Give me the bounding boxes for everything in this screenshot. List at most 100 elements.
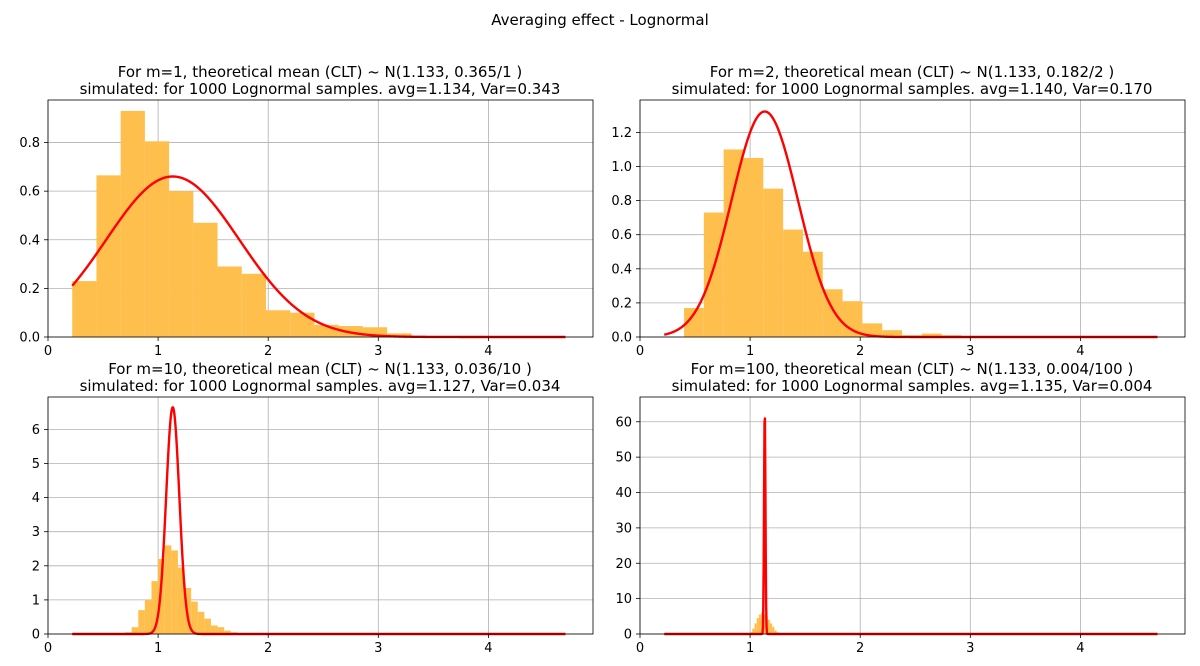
normal-curve-line — [663, 417, 1159, 636]
y-tick-label: 1.2 — [611, 126, 632, 141]
y-tick-label: 0.2 — [611, 296, 632, 311]
x-tick-label: 3 — [966, 344, 974, 359]
y-tick-label: 2 — [32, 559, 40, 574]
histogram-bar — [120, 110, 145, 337]
subplot-m2: For m=2, theoretical mean (CLT) ~ N(1.13… — [611, 63, 1186, 359]
subplot-title-line2: simulated: for 1000 Lognormal samples. a… — [672, 80, 1153, 98]
histogram-bar — [224, 630, 231, 634]
axes-frame — [47, 396, 594, 635]
y-tick-label: 0 — [32, 628, 40, 643]
histogram-bar — [763, 614, 766, 634]
histogram-bar — [217, 627, 225, 634]
x-tick-label: 4 — [1076, 344, 1084, 359]
axes-frame — [639, 396, 1186, 635]
histogram-bar — [177, 567, 185, 634]
histogram-bar — [723, 149, 744, 337]
histogram-bar — [191, 601, 198, 634]
y-tick-label: 0.2 — [19, 282, 40, 297]
axes-frame — [639, 99, 1186, 338]
subplot-m100: For m=100, theoretical mean (CLT) ~ N(1.… — [615, 360, 1186, 656]
histogram-bar — [754, 623, 757, 634]
histogram-bar — [197, 611, 205, 634]
x-tick-label: 1 — [746, 641, 754, 656]
histogram-bar — [96, 175, 121, 337]
histogram-bar — [362, 327, 388, 337]
x-tick-label: 2 — [264, 344, 272, 359]
histogram-bar — [151, 581, 159, 634]
histogram-bar — [772, 626, 775, 634]
x-tick-label: 2 — [856, 641, 864, 656]
y-tick-label: 0.0 — [611, 331, 632, 346]
histogram-bar — [783, 229, 803, 337]
histogram-bar — [882, 330, 903, 337]
y-tick-label: 0.8 — [611, 194, 632, 209]
histogram-bar — [387, 333, 412, 337]
histogram-bar — [290, 312, 315, 337]
histogram-bar — [144, 141, 170, 337]
subplot-title-line1: For m=1, theoretical mean (CLT) ~ N(1.13… — [118, 63, 523, 81]
y-tick-label: 6 — [32, 423, 40, 438]
histogram-bar — [862, 323, 883, 337]
y-tick-label: 4 — [32, 491, 40, 506]
histogram-bar — [210, 625, 218, 634]
x-tick-label: 0 — [636, 344, 644, 359]
x-tick-label: 1 — [154, 641, 162, 656]
histogram-bar — [802, 251, 823, 337]
x-tick-label: 1 — [746, 344, 754, 359]
subplot-title-line2: simulated: for 1000 Lognormal samples. a… — [672, 377, 1153, 395]
histogram-bar — [743, 157, 764, 337]
y-tick-label: 0.4 — [19, 233, 40, 248]
x-tick-label: 2 — [264, 641, 272, 656]
histogram-bar — [204, 618, 211, 634]
histogram-bar — [842, 301, 863, 337]
histogram-bar — [752, 628, 755, 634]
y-tick-label: 60 — [615, 415, 632, 430]
y-tick-label: 10 — [615, 592, 632, 607]
y-tick-label: 0.0 — [19, 331, 40, 346]
histogram-bar — [164, 545, 172, 634]
x-tick-label: 4 — [1076, 641, 1084, 656]
y-tick-label: 3 — [32, 525, 40, 540]
x-tick-label: 0 — [44, 344, 52, 359]
subplot-title-line1: For m=2, theoretical mean (CLT) ~ N(1.13… — [710, 63, 1115, 81]
x-tick-label: 0 — [636, 641, 644, 656]
x-tick-label: 3 — [374, 641, 382, 656]
histogram-bar — [138, 610, 145, 634]
histogram-bar — [266, 310, 291, 337]
histogram-bar — [217, 266, 242, 337]
y-tick-label: 20 — [615, 557, 632, 572]
histogram-bar — [769, 623, 773, 634]
subplot-title-line2: simulated: for 1000 Lognormal samples. a… — [80, 377, 561, 395]
x-tick-label: 3 — [966, 641, 974, 656]
subplot-title-line1: For m=10, theoretical mean (CLT) ~ N(1.1… — [108, 360, 532, 378]
x-tick-label: 4 — [484, 641, 492, 656]
subplot-m10: For m=10, theoretical mean (CLT) ~ N(1.1… — [32, 360, 594, 656]
y-tick-label: 5 — [32, 457, 40, 472]
histogram-bar — [131, 627, 139, 634]
y-tick-label: 0.6 — [19, 185, 40, 200]
histogram-bar — [774, 630, 777, 634]
y-tick-label: 40 — [615, 486, 632, 501]
axes-frame — [47, 99, 594, 338]
x-tick-label: 2 — [856, 344, 864, 359]
y-tick-label: 0.6 — [611, 228, 632, 243]
subplot-m1: For m=1, theoretical mean (CLT) ~ N(1.13… — [19, 63, 594, 359]
subplot-title-line2: simulated: for 1000 Lognormal samples. a… — [80, 80, 561, 98]
histogram-bar — [193, 222, 218, 337]
histogram-bar — [241, 273, 266, 337]
y-tick-label: 1 — [32, 593, 40, 608]
x-tick-label: 3 — [374, 344, 382, 359]
histogram-bar — [703, 212, 724, 337]
histogram-bar — [169, 191, 194, 337]
histogram-bar — [684, 308, 704, 337]
y-tick-label: 0.4 — [611, 262, 632, 277]
y-tick-label: 1.0 — [611, 160, 632, 175]
histogram-bar — [756, 618, 759, 634]
x-tick-label: 1 — [154, 344, 162, 359]
x-tick-label: 4 — [484, 344, 492, 359]
subplot-title-line1: For m=100, theoretical mean (CLT) ~ N(1.… — [691, 360, 1134, 378]
histogram-bar — [72, 281, 97, 337]
y-tick-label: 0 — [624, 628, 632, 643]
x-tick-label: 0 — [44, 641, 52, 656]
